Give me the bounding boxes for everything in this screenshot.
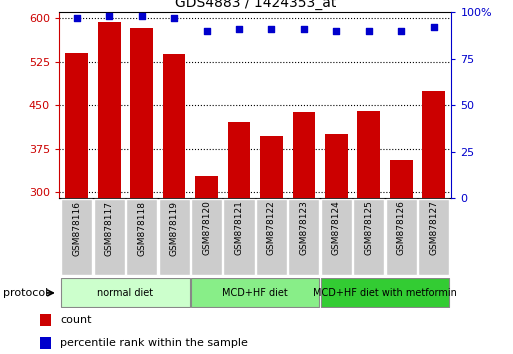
FancyBboxPatch shape [224, 199, 254, 275]
FancyBboxPatch shape [191, 199, 222, 275]
Point [267, 26, 275, 32]
Point [203, 28, 211, 34]
Title: GDS4883 / 1424353_at: GDS4883 / 1424353_at [174, 0, 336, 10]
FancyBboxPatch shape [321, 279, 449, 307]
Text: GSM878125: GSM878125 [364, 201, 373, 256]
FancyBboxPatch shape [94, 199, 125, 275]
Text: GSM878122: GSM878122 [267, 201, 276, 255]
Text: percentile rank within the sample: percentile rank within the sample [61, 338, 248, 348]
FancyBboxPatch shape [159, 199, 190, 275]
Point [300, 26, 308, 32]
Point [429, 24, 438, 30]
Text: GSM878120: GSM878120 [202, 201, 211, 256]
Text: GSM878117: GSM878117 [105, 201, 114, 256]
FancyBboxPatch shape [418, 199, 449, 275]
Bar [260, 136, 283, 354]
Bar [292, 112, 315, 354]
Bar [163, 54, 186, 354]
Text: count: count [61, 315, 92, 325]
Text: GSM878124: GSM878124 [332, 201, 341, 255]
Text: GSM878118: GSM878118 [137, 201, 146, 256]
Bar [66, 53, 88, 354]
FancyBboxPatch shape [321, 199, 352, 275]
Bar [40, 314, 51, 326]
FancyBboxPatch shape [288, 199, 320, 275]
Text: MCD+HF diet: MCD+HF diet [222, 288, 288, 298]
FancyBboxPatch shape [353, 199, 384, 275]
Point [137, 13, 146, 19]
Point [365, 28, 373, 34]
Text: GSM878119: GSM878119 [170, 201, 179, 256]
Bar [358, 111, 380, 354]
Text: MCD+HF diet with metformin: MCD+HF diet with metformin [313, 288, 457, 298]
Text: GSM878123: GSM878123 [300, 201, 308, 256]
Bar [40, 337, 51, 349]
Point [397, 28, 405, 34]
Point [332, 28, 341, 34]
Point [170, 15, 178, 21]
Bar [390, 160, 412, 354]
Text: GSM878116: GSM878116 [72, 201, 82, 256]
FancyBboxPatch shape [61, 279, 190, 307]
Point [105, 13, 113, 19]
Bar [422, 91, 445, 354]
FancyBboxPatch shape [61, 199, 92, 275]
Bar [228, 121, 250, 354]
FancyBboxPatch shape [126, 199, 157, 275]
Bar [130, 28, 153, 354]
Text: GSM878127: GSM878127 [429, 201, 438, 256]
Point [235, 26, 243, 32]
Bar [98, 22, 121, 354]
FancyBboxPatch shape [386, 199, 417, 275]
Text: GSM878121: GSM878121 [234, 201, 244, 256]
FancyBboxPatch shape [256, 199, 287, 275]
Point [73, 15, 81, 21]
Text: GSM878126: GSM878126 [397, 201, 406, 256]
FancyBboxPatch shape [191, 279, 320, 307]
Text: protocol: protocol [3, 288, 48, 298]
Bar [325, 135, 348, 354]
Bar [195, 176, 218, 354]
Text: normal diet: normal diet [97, 288, 153, 298]
